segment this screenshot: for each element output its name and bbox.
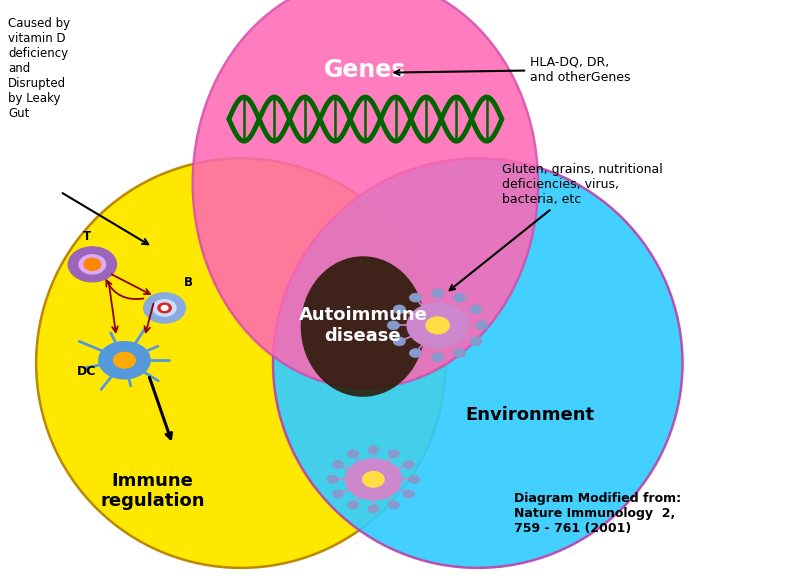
Ellipse shape (192, 0, 537, 388)
Text: B: B (183, 276, 192, 289)
Circle shape (387, 501, 399, 509)
Circle shape (409, 349, 421, 357)
Circle shape (469, 337, 481, 346)
Circle shape (393, 337, 405, 346)
Circle shape (347, 450, 358, 458)
Text: T: T (83, 230, 91, 243)
Circle shape (345, 459, 401, 500)
Text: DC: DC (77, 365, 96, 378)
Circle shape (367, 505, 379, 513)
Circle shape (431, 289, 444, 297)
Text: Genes: Genes (324, 58, 406, 82)
Text: Diagram Modified from:
Nature Immunology  2,
759 - 761 (2001): Diagram Modified from: Nature Immunology… (513, 492, 680, 535)
Ellipse shape (192, 0, 537, 388)
Circle shape (363, 472, 383, 487)
Circle shape (453, 349, 465, 357)
Circle shape (144, 293, 185, 323)
Circle shape (153, 300, 176, 316)
Circle shape (347, 501, 358, 509)
Circle shape (475, 321, 488, 330)
Circle shape (431, 353, 444, 362)
Text: Gluten, grains, nutritional
deficiencies, virus,
bacteria, etc: Gluten, grains, nutritional deficiencies… (449, 163, 662, 290)
Circle shape (409, 293, 421, 302)
Circle shape (403, 490, 414, 498)
Text: Autoimmune
disease: Autoimmune disease (298, 306, 427, 345)
Circle shape (387, 450, 399, 458)
Circle shape (99, 342, 150, 379)
Circle shape (79, 254, 106, 274)
Circle shape (367, 446, 379, 454)
Circle shape (387, 321, 399, 330)
Circle shape (83, 258, 101, 270)
Circle shape (403, 461, 414, 469)
Text: Caused by
vitamin D
deficiency
and
Disrupted
by Leaky
Gut: Caused by vitamin D deficiency and Disru… (8, 17, 70, 120)
Circle shape (426, 317, 448, 333)
Circle shape (158, 303, 171, 313)
Circle shape (469, 305, 481, 314)
Circle shape (332, 461, 343, 469)
Circle shape (408, 475, 419, 483)
Ellipse shape (300, 256, 425, 397)
Circle shape (68, 247, 116, 282)
Circle shape (393, 305, 405, 314)
Circle shape (161, 306, 168, 310)
Ellipse shape (36, 159, 445, 568)
Ellipse shape (273, 159, 682, 568)
Text: Immune
regulation: Immune regulation (100, 472, 205, 510)
Text: Environment: Environment (465, 407, 593, 424)
Circle shape (326, 475, 338, 483)
Circle shape (407, 303, 468, 347)
Circle shape (114, 353, 135, 368)
Circle shape (453, 293, 465, 302)
Circle shape (332, 490, 343, 498)
Text: HLA-DQ, DR,
and otherGenes: HLA-DQ, DR, and otherGenes (394, 56, 630, 84)
